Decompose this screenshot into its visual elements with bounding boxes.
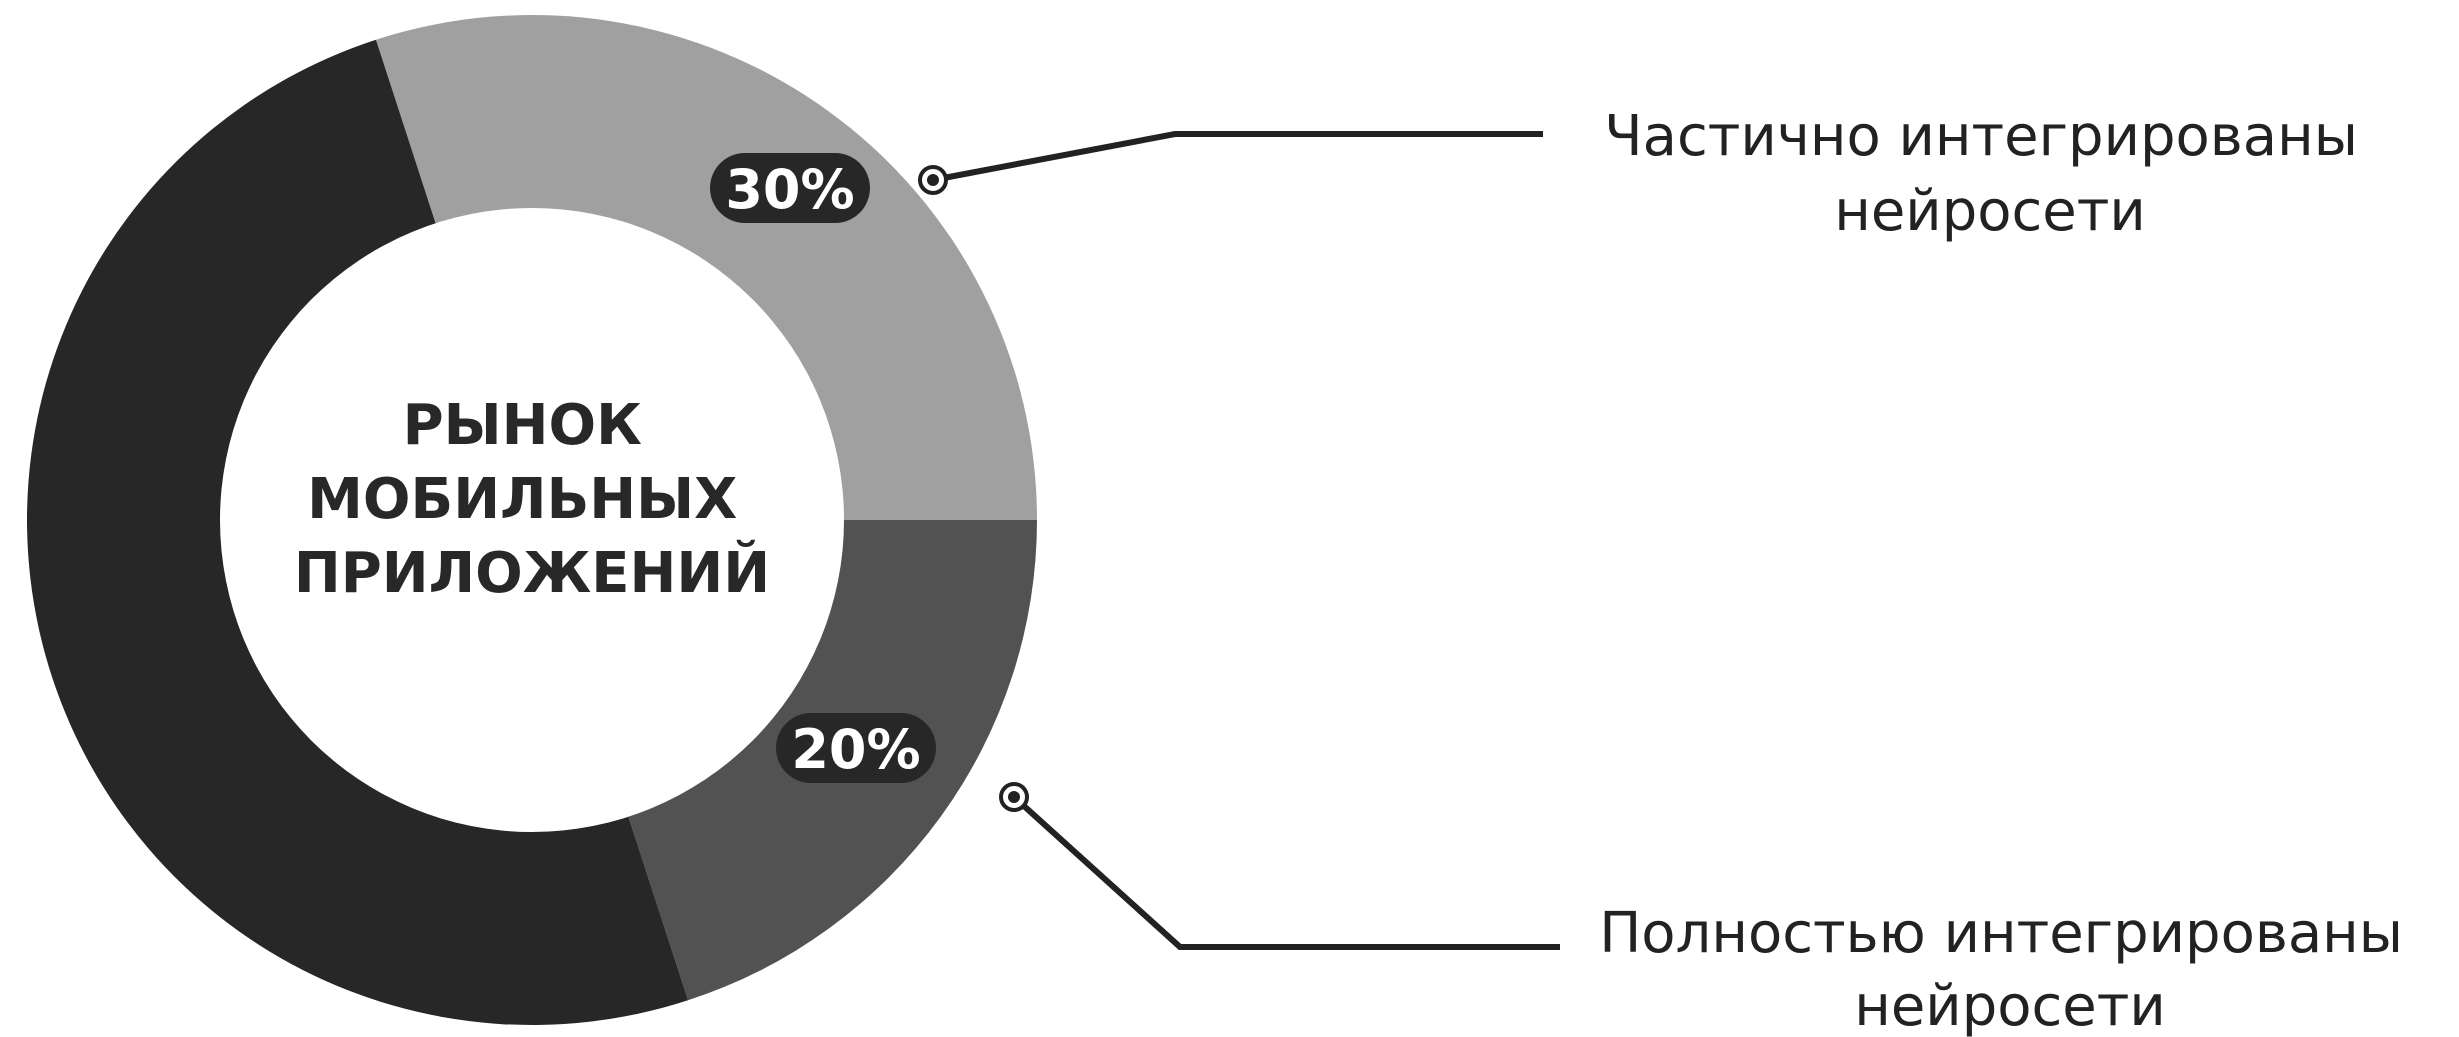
leader-partial-line bbox=[932, 131, 1543, 183]
leader-full bbox=[999, 782, 1560, 950]
donut-hole bbox=[220, 208, 844, 832]
badge-full-background bbox=[776, 713, 936, 783]
badge-full-text: 20% bbox=[791, 718, 920, 781]
leader-full-dot-inner bbox=[1008, 791, 1020, 803]
label-partial-line-2: нейросети bbox=[1834, 179, 2146, 244]
center-title: РЫНОК МОБИЛЬНЫХ ПРИЛОЖЕНИЙ bbox=[294, 393, 770, 606]
label-full-line-2: нейросети bbox=[1854, 974, 2166, 1037]
leader-full-line bbox=[1011, 794, 1560, 950]
leader-partial bbox=[918, 131, 1543, 195]
label-partial: Частично интегрированы нейросети bbox=[1604, 104, 2376, 244]
badge-partial-text: 30% bbox=[725, 158, 854, 221]
center-title-line-2: МОБИЛЬНЫХ bbox=[307, 467, 737, 532]
badge-full: 20% bbox=[776, 713, 936, 783]
leader-partial-dot-inner bbox=[927, 174, 939, 186]
label-full: Полностью интегрированы нейросети bbox=[1599, 901, 2421, 1037]
badge-partial-background bbox=[710, 153, 870, 223]
center-title-line-3: ПРИЛОЖЕНИЙ bbox=[294, 540, 770, 606]
badge-partial: 30% bbox=[710, 153, 870, 223]
label-full-line-1: Полностью интегрированы bbox=[1599, 901, 2403, 966]
center-title-line-1: РЫНОК bbox=[403, 393, 642, 458]
label-partial-line-1: Частично интегрированы bbox=[1604, 104, 2358, 169]
